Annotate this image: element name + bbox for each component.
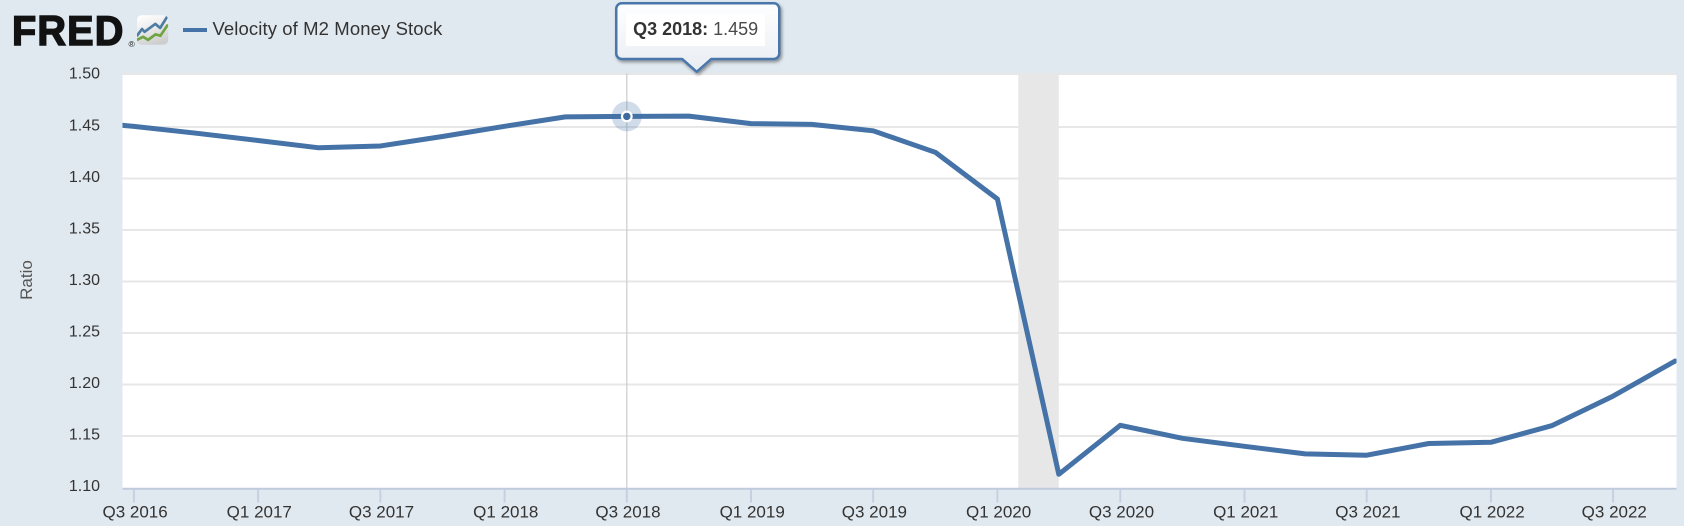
svg-text:Q3 2016: Q3 2016: [102, 503, 167, 522]
svg-text:1.15: 1.15: [69, 427, 100, 444]
svg-text:Q3 2017: Q3 2017: [349, 503, 414, 522]
svg-text:Ratio: Ratio: [17, 260, 36, 300]
svg-text:1.10: 1.10: [69, 478, 100, 495]
svg-text:1.20: 1.20: [69, 375, 100, 392]
svg-text:1.50: 1.50: [69, 66, 100, 83]
svg-text:Q3 2019: Q3 2019: [842, 503, 907, 522]
svg-text:Q3 2018: Q3 2018: [595, 503, 660, 522]
svg-text:1.30: 1.30: [69, 272, 100, 289]
svg-text:1.35: 1.35: [69, 221, 100, 238]
svg-text:1.40: 1.40: [69, 169, 100, 186]
svg-text:Q1 2018: Q1 2018: [473, 503, 538, 522]
svg-text:Q3 2022: Q3 2022: [1582, 503, 1647, 522]
svg-text:1.25: 1.25: [69, 324, 100, 341]
svg-text:1.45: 1.45: [69, 118, 100, 135]
svg-text:Q1 2020: Q1 2020: [966, 503, 1031, 522]
svg-text:Q1 2019: Q1 2019: [720, 503, 785, 522]
svg-text:Q1 2022: Q1 2022: [1459, 503, 1524, 522]
svg-text:Q1 2017: Q1 2017: [227, 503, 292, 522]
svg-text:Q3 2020: Q3 2020: [1089, 503, 1154, 522]
svg-text:Q3 2021: Q3 2021: [1335, 503, 1400, 522]
svg-text:Q1 2021: Q1 2021: [1213, 503, 1278, 522]
